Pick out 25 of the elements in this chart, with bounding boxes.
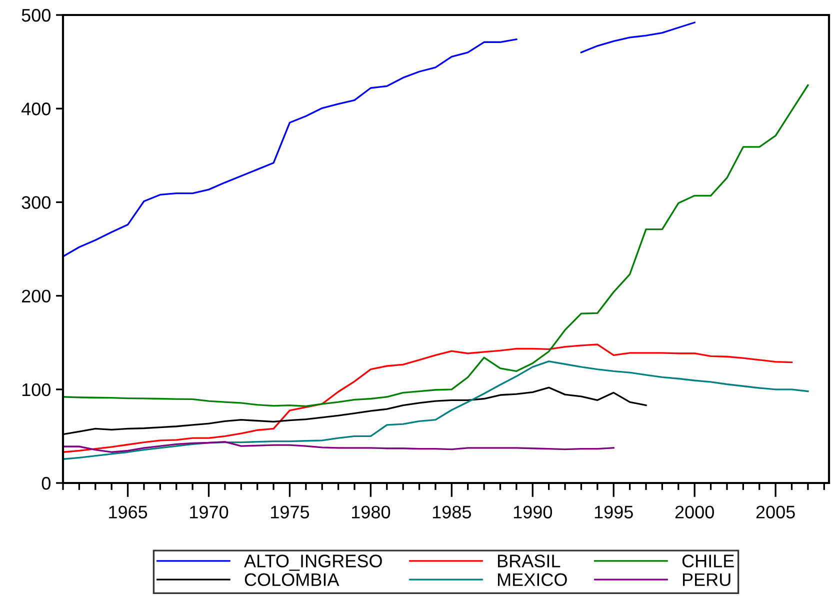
legend-label: MEXICO	[498, 573, 567, 586]
y-tick-label: 500	[22, 8, 50, 22]
line-series	[63, 360, 809, 460]
x-tick-label: 1970	[190, 506, 228, 518]
x-tick-label: 1975	[271, 506, 310, 518]
y-tick-label: 0	[42, 476, 50, 490]
y-tick-label: 400	[21, 102, 50, 116]
legend-label: CHILE	[682, 554, 734, 568]
x-tick-label: 1990	[514, 506, 552, 518]
legend-label: BRASIL	[498, 554, 560, 568]
x-tick-label: 2005	[756, 506, 795, 518]
line-series	[63, 84, 809, 408]
x-tick-label: 1980	[352, 506, 390, 518]
y-tick-label: 200	[22, 290, 50, 303]
legend-label: ALTO_INGRESO	[244, 554, 382, 571]
legend-label: PERU	[682, 573, 730, 586]
y-tick-label: 300	[22, 196, 50, 209]
line-series	[63, 344, 793, 453]
x-tick-label: 2000	[675, 506, 714, 518]
y-tick-label: 100	[22, 383, 50, 396]
x-tick-label: 1995	[594, 506, 633, 518]
line-series	[63, 440, 614, 453]
x-tick-label: 1965	[109, 506, 148, 518]
legend-label: COLOMBIA	[244, 573, 340, 586]
x-tick-label: 1985	[432, 506, 471, 518]
